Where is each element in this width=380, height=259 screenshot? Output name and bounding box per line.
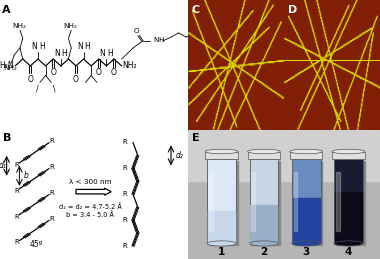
Bar — [250, 205, 277, 243]
Text: N: N — [54, 49, 60, 58]
Bar — [248, 152, 280, 159]
Bar — [290, 152, 322, 159]
Text: R: R — [14, 239, 19, 246]
Text: A: A — [2, 5, 11, 16]
Bar — [209, 161, 238, 245]
Bar — [208, 211, 235, 243]
Ellipse shape — [334, 241, 363, 246]
Text: R: R — [122, 139, 127, 146]
Text: R: R — [14, 162, 19, 168]
Bar — [252, 161, 280, 245]
Text: R: R — [122, 243, 127, 249]
Text: H: H — [107, 49, 113, 58]
Text: N: N — [31, 42, 37, 52]
Text: 3: 3 — [302, 247, 310, 257]
Bar — [294, 161, 322, 245]
Text: N: N — [153, 38, 158, 44]
Bar — [334, 159, 363, 243]
Text: R: R — [49, 138, 54, 144]
Bar — [205, 152, 238, 159]
Text: R: R — [49, 190, 54, 196]
Bar — [336, 161, 365, 245]
Text: /: / — [36, 84, 38, 93]
Text: NH₂: NH₂ — [122, 61, 137, 70]
Text: R: R — [122, 165, 127, 171]
Text: 45º: 45º — [29, 240, 43, 249]
Text: H: H — [39, 42, 45, 52]
Ellipse shape — [205, 149, 238, 154]
Text: C: C — [192, 5, 200, 15]
Bar — [188, 130, 380, 181]
Bar — [336, 172, 340, 231]
Bar — [209, 172, 213, 231]
Text: λ < 300 nm: λ < 300 nm — [69, 179, 111, 185]
Text: R: R — [49, 164, 54, 170]
Bar — [207, 159, 236, 243]
Text: N: N — [77, 42, 83, 52]
Ellipse shape — [290, 149, 323, 154]
Text: O: O — [96, 68, 102, 77]
Bar — [252, 172, 255, 231]
Text: R: R — [14, 188, 19, 194]
FancyArrow shape — [76, 188, 111, 195]
Text: R: R — [122, 191, 127, 197]
Text: \: \ — [53, 84, 55, 93]
Ellipse shape — [292, 241, 320, 246]
Text: O: O — [27, 75, 33, 84]
Text: R: R — [122, 217, 127, 223]
Bar — [332, 152, 365, 159]
Ellipse shape — [250, 241, 278, 246]
Text: 1: 1 — [218, 247, 225, 257]
Ellipse shape — [332, 149, 365, 154]
Text: NH₂: NH₂ — [12, 23, 26, 29]
Text: H₂N: H₂N — [0, 61, 14, 70]
Text: NH₂: NH₂ — [3, 65, 17, 71]
Text: 4: 4 — [345, 247, 352, 257]
Text: N: N — [100, 49, 106, 58]
Text: d₂: d₂ — [176, 151, 184, 160]
Text: O: O — [111, 68, 117, 77]
Text: R: R — [49, 215, 54, 222]
Bar — [335, 192, 362, 243]
Text: O: O — [134, 28, 139, 34]
Text: O: O — [50, 68, 56, 77]
Text: B: B — [3, 133, 11, 143]
Text: d₁: d₁ — [0, 161, 7, 170]
Text: H: H — [84, 42, 90, 52]
Text: E: E — [192, 133, 200, 143]
Ellipse shape — [248, 149, 280, 154]
Bar — [293, 198, 320, 243]
Text: H: H — [159, 38, 164, 44]
Text: H: H — [62, 49, 68, 58]
Text: NH₂: NH₂ — [63, 23, 77, 29]
Text: R: R — [14, 213, 19, 220]
Bar — [250, 159, 278, 243]
Text: d₁ = d₂ = 4.7-5.2 Å
b = 3.4 - 5.0 Å: d₁ = d₂ = 4.7-5.2 Å b = 3.4 - 5.0 Å — [59, 203, 122, 218]
Bar — [292, 159, 320, 243]
Ellipse shape — [207, 241, 236, 246]
Text: O: O — [73, 75, 79, 84]
Text: b: b — [23, 171, 28, 180]
Bar — [294, 172, 298, 231]
Text: D: D — [288, 5, 297, 15]
Text: 2: 2 — [260, 247, 268, 257]
